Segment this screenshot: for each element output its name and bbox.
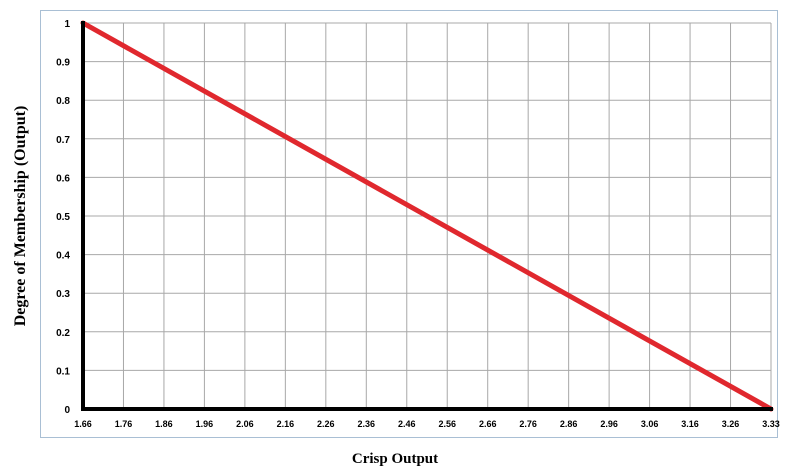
x-tick-label: 1.76 [115,419,133,429]
tick-labels: 0 0.1 0.2 0.3 0.4 0.5 0.6 0.7 0.8 0.9 1 1.66 1.76 1.8… [56,19,780,429]
x-tick-label: 3.33 [762,419,780,429]
x-tick-label: 2.26 [317,419,335,429]
x-tick-label: 3.16 [681,419,699,429]
x-tick-label: 2.06 [236,419,254,429]
x-tick-label: 1.96 [196,419,214,429]
series-layer [80,20,774,412]
y-tick-label: 1 [64,19,70,30]
series-line [80,20,774,412]
y-tick-label: 0.5 [56,212,70,223]
y-tick-label: 0.6 [56,173,70,184]
x-tick-label: 2.76 [519,419,537,429]
y-tick-label: 0 [64,405,70,416]
chart-frame [40,10,778,438]
y-axis-title: Degree of Membership (Output) [12,106,29,327]
x-tick-label: 2.86 [560,419,578,429]
y-tick-label: 0.9 [56,58,70,69]
x-tick-label: 2.46 [398,419,416,429]
y-tick-label: 0.1 [56,366,70,377]
x-tick-label: 2.36 [358,419,376,429]
y-tick-label: 0.4 [56,251,70,262]
x-tick-label: 1.86 [155,419,173,429]
x-tick-label: 3.26 [722,419,740,429]
x-tick-label: 2.56 [438,419,456,429]
x-tick-label: 2.96 [600,419,618,429]
x-tick-label: 2.16 [277,419,295,429]
axes [81,21,773,411]
x-tick-label: 1.66 [74,419,92,429]
y-tick-label: 0.7 [56,135,70,146]
x-tick-label: 2.66 [479,419,497,429]
y-tick-label: 0.8 [56,96,70,107]
y-tick-label: 0.3 [56,289,70,300]
x-axis-title: Crisp Output [352,451,438,467]
y-tick-label: 0.2 [56,328,70,339]
x-tick-label: 3.06 [641,419,659,429]
